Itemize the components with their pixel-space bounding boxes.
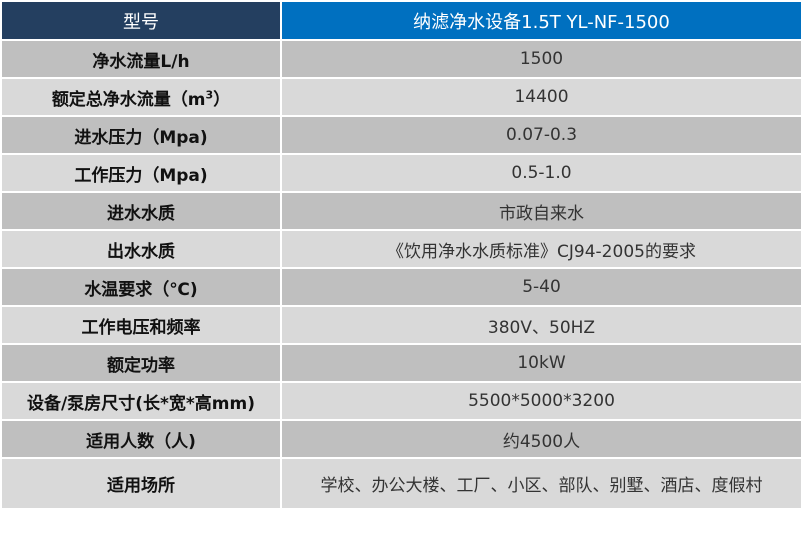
- row-value: 《饮用净水水质标准》CJ94-2005的要求: [280, 229, 803, 269]
- superscript: 3: [205, 87, 214, 101]
- row-value: 学校、办公大楼、工厂、小区、部队、别墅、酒店、度假村: [280, 457, 803, 510]
- row-value: 市政自来水: [280, 191, 803, 231]
- row-label: 进水水质: [0, 191, 282, 231]
- row-value: 10kW: [280, 343, 803, 383]
- table-row: 工作电压和频率 380V、50HZ: [0, 305, 803, 345]
- table-row: 适用人数（人) 约4500人: [0, 419, 803, 459]
- row-label: 设备/泵房尺寸(长*宽*高mm): [0, 381, 282, 421]
- row-value: 5500*5000*3200: [280, 381, 803, 421]
- row-label: 适用场所: [0, 457, 282, 510]
- row-label-end: ）: [213, 89, 231, 110]
- row-label: 工作电压和频率: [0, 305, 282, 345]
- row-value: 5-40: [280, 267, 803, 307]
- row-label: 工作压力（Mpa): [0, 153, 282, 193]
- row-value: 14400: [280, 77, 803, 117]
- row-value: 380V、50HZ: [280, 305, 803, 345]
- table-row: 设备/泵房尺寸(长*宽*高mm) 5500*5000*3200: [0, 381, 803, 421]
- row-value: 0.5-1.0: [280, 153, 803, 193]
- row-label: 进水压力（Mpa): [0, 115, 282, 155]
- table-header-row: 型号 纳滤净水设备1.5T YL-NF-1500: [0, 0, 803, 41]
- row-label: 适用人数（人): [0, 419, 282, 459]
- row-label-text: 额定总净水流量（m: [51, 89, 206, 110]
- header-value: 纳滤净水设备1.5T YL-NF-1500: [280, 0, 803, 41]
- row-label: 额定功率: [0, 343, 282, 383]
- table-row: 额定总净水流量（m3） 14400: [0, 77, 803, 117]
- row-value: 1500: [280, 39, 803, 79]
- header-label: 型号: [0, 0, 282, 41]
- table-row: 净水流量L/h 1500: [0, 39, 803, 79]
- table-row: 额定功率 10kW: [0, 343, 803, 383]
- table-row: 进水压力（Mpa) 0.07-0.3: [0, 115, 803, 155]
- table-row: 工作压力（Mpa) 0.5-1.0: [0, 153, 803, 193]
- row-value: 约4500人: [280, 419, 803, 459]
- row-label: 净水流量L/h: [0, 39, 282, 79]
- row-label: 额定总净水流量（m3）: [0, 77, 282, 117]
- table-row: 出水水质 《饮用净水水质标准》CJ94-2005的要求: [0, 229, 803, 269]
- table-row: 水温要求（℃) 5-40: [0, 267, 803, 307]
- row-value: 0.07-0.3: [280, 115, 803, 155]
- row-label: 水温要求（℃): [0, 267, 282, 307]
- table-row: 进水水质 市政自来水: [0, 191, 803, 231]
- row-label: 出水水质: [0, 229, 282, 269]
- table-row: 适用场所 学校、办公大楼、工厂、小区、部队、别墅、酒店、度假村: [0, 457, 803, 510]
- spec-table: 型号 纳滤净水设备1.5T YL-NF-1500 净水流量L/h 1500 额定总…: [0, 0, 803, 510]
